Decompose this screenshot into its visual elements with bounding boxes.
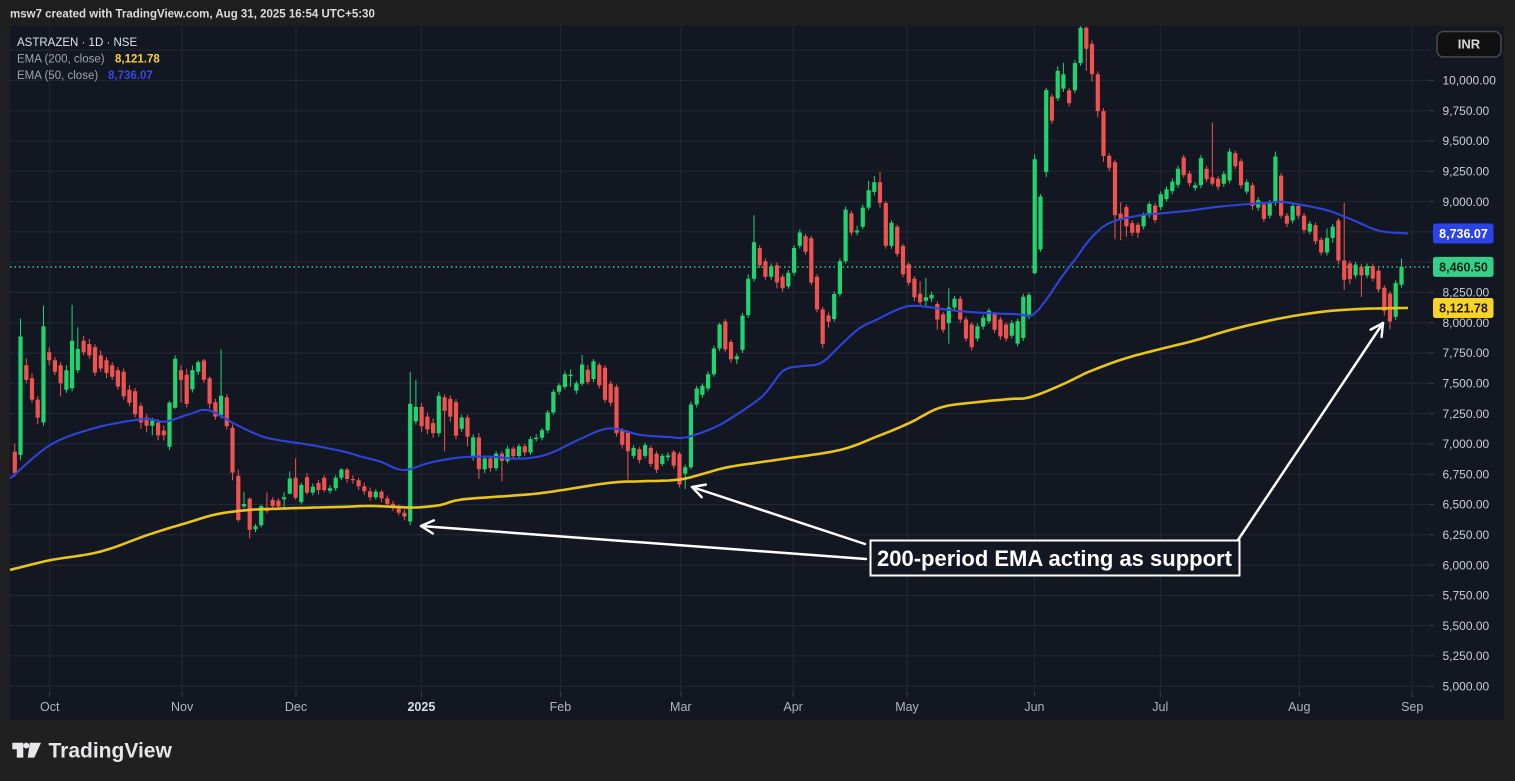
- svg-text:7,250.00: 7,250.00: [1443, 407, 1490, 421]
- svg-text:7,500.00: 7,500.00: [1443, 377, 1490, 391]
- svg-text:May: May: [895, 700, 919, 714]
- svg-text:6,750.00: 6,750.00: [1443, 467, 1490, 481]
- svg-text:Feb: Feb: [550, 700, 572, 714]
- svg-text:9,750.00: 9,750.00: [1443, 104, 1490, 118]
- svg-text:9,000.00: 9,000.00: [1443, 195, 1490, 209]
- svg-text:6,250.00: 6,250.00: [1443, 528, 1490, 542]
- svg-text:msw7 created with TradingView.: msw7 created with TradingView.com, Aug 3…: [10, 9, 375, 21]
- svg-text:8,121.78: 8,121.78: [115, 54, 160, 66]
- svg-text:9,500.00: 9,500.00: [1443, 134, 1490, 148]
- svg-text:5,750.00: 5,750.00: [1443, 589, 1490, 603]
- svg-text:8,736.07: 8,736.07: [1439, 227, 1488, 241]
- svg-text:8,250.00: 8,250.00: [1443, 286, 1490, 300]
- svg-text:200-period EMA acting as suppo: 200-period EMA acting as support: [877, 546, 1233, 571]
- svg-text:5,500.00: 5,500.00: [1443, 619, 1490, 633]
- svg-text:8,121.78: 8,121.78: [1439, 301, 1488, 315]
- svg-text:2025: 2025: [407, 700, 435, 714]
- svg-text:10,000.00: 10,000.00: [1443, 74, 1497, 88]
- svg-text:8,000.00: 8,000.00: [1443, 316, 1490, 330]
- svg-text:8,736.07: 8,736.07: [108, 70, 153, 82]
- svg-text:Oct: Oct: [40, 700, 60, 714]
- svg-text:EMA (200, close): EMA (200, close): [17, 54, 105, 66]
- svg-text:5,250.00: 5,250.00: [1443, 649, 1490, 663]
- svg-text:EMA (50, close): EMA (50, close): [17, 70, 98, 82]
- svg-text:INR: INR: [1458, 37, 1481, 52]
- svg-text:Mar: Mar: [670, 700, 692, 714]
- svg-text:8,460.50: 8,460.50: [1439, 260, 1488, 274]
- svg-text:7,750.00: 7,750.00: [1443, 346, 1490, 360]
- svg-text:ASTRAZEN · 1D · NSE: ASTRAZEN · 1D · NSE: [17, 37, 137, 49]
- svg-text:Sep: Sep: [1401, 700, 1423, 714]
- svg-text:Dec: Dec: [285, 700, 307, 714]
- svg-text:5,000.00: 5,000.00: [1443, 679, 1490, 693]
- svg-text:Aug: Aug: [1288, 700, 1310, 714]
- svg-text:6,000.00: 6,000.00: [1443, 558, 1490, 572]
- svg-text:Jul: Jul: [1152, 700, 1168, 714]
- svg-text:9,250.00: 9,250.00: [1443, 165, 1490, 179]
- svg-text:6,500.00: 6,500.00: [1443, 498, 1490, 512]
- svg-text:Jun: Jun: [1024, 700, 1044, 714]
- svg-text:Nov: Nov: [171, 700, 194, 714]
- svg-text:7,000.00: 7,000.00: [1443, 437, 1490, 451]
- svg-text:Apr: Apr: [783, 700, 802, 714]
- svg-text:TradingView: TradingView: [49, 740, 173, 763]
